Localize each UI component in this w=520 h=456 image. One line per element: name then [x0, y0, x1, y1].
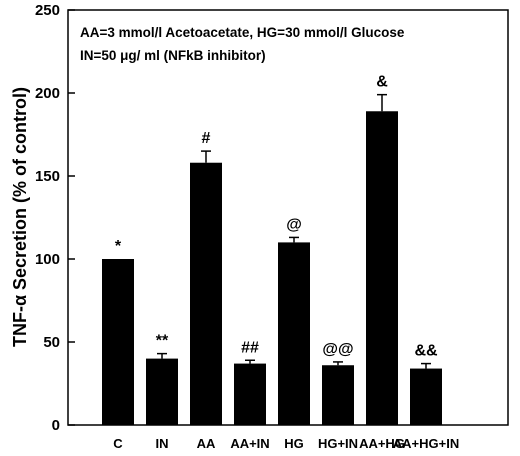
bar — [278, 242, 310, 425]
significance-label: ## — [241, 339, 259, 356]
y-tick-label: 50 — [43, 334, 60, 351]
bar — [190, 162, 222, 425]
error-bars — [157, 93, 431, 369]
y-axis-label: TNF-α Secretion (% of control) — [10, 87, 30, 347]
y-tick-label: 150 — [35, 168, 60, 185]
significance-label: ** — [156, 333, 169, 350]
bar — [146, 358, 178, 425]
x-category-label: AA+HG — [359, 436, 405, 451]
bar — [234, 363, 266, 425]
legend-line-2: IN=50 μg/ ml (NFkB inhibitor) — [80, 48, 266, 63]
significance-annotations: ***###@@@&&& — [115, 74, 438, 360]
bar — [102, 259, 134, 425]
x-category-label: IN — [156, 436, 169, 451]
significance-label: * — [115, 238, 122, 255]
significance-label: && — [414, 343, 438, 360]
y-axis: 0 50 100 150 200 250 — [35, 2, 75, 434]
significance-label: @@ — [322, 341, 353, 358]
significance-label: # — [202, 130, 211, 147]
bar — [322, 365, 354, 425]
y-tick-label: 250 — [35, 2, 60, 19]
y-tick-label: 200 — [35, 85, 60, 102]
y-tick-label: 0 — [52, 417, 60, 434]
significance-label: & — [376, 74, 388, 91]
x-category-label: AA+HG+IN — [393, 436, 459, 451]
bar-series — [102, 111, 442, 425]
bar — [366, 111, 398, 425]
x-category-label: AA+IN — [230, 436, 269, 451]
x-category-label: AA — [197, 436, 216, 451]
x-category-label: C — [113, 436, 123, 451]
y-tick-label: 100 — [35, 251, 60, 268]
x-category-label: HG — [284, 436, 304, 451]
x-category-label: HG+IN — [318, 436, 358, 451]
significance-label: @ — [286, 216, 302, 233]
bar — [410, 368, 442, 425]
legend-line-1: AA=3 mmol/l Acetoacetate, HG=30 mmol/l G… — [80, 25, 405, 40]
